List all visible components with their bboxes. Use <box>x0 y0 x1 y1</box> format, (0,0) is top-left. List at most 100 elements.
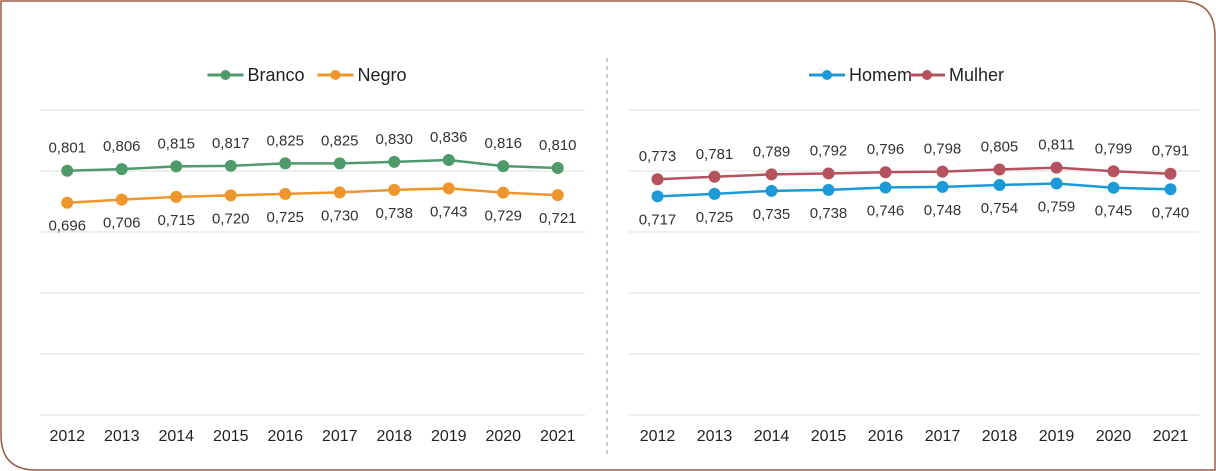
data-point <box>1107 165 1120 178</box>
x-tick-label: 2013 <box>697 428 733 445</box>
data-label: 0,725 <box>266 209 304 226</box>
data-label: 0,825 <box>321 132 359 149</box>
x-tick-label: 2016 <box>868 428 904 445</box>
data-label: 0,730 <box>321 207 359 224</box>
data-point <box>61 196 74 209</box>
data-point <box>651 173 664 186</box>
data-label: 0,738 <box>375 205 413 222</box>
x-tick-label: 2019 <box>1039 428 1075 445</box>
x-tick-label: 2019 <box>431 428 467 445</box>
data-label: 0,759 <box>1038 198 1076 215</box>
data-point <box>279 157 292 170</box>
legend-marker <box>822 70 832 80</box>
data-point <box>61 164 74 177</box>
data-label: 0,799 <box>1095 140 1133 157</box>
data-label: 0,801 <box>48 140 86 157</box>
legend-marker <box>220 70 231 80</box>
data-label: 0,830 <box>375 131 413 148</box>
data-label: 0,735 <box>753 206 791 223</box>
series-line <box>67 158 558 172</box>
x-tick-label: 2012 <box>49 428 85 445</box>
data-label: 0,743 <box>430 203 468 220</box>
data-point <box>279 187 292 200</box>
data-label: 0,738 <box>810 205 848 222</box>
x-tick-label: 2015 <box>811 428 847 445</box>
data-label: 0,796 <box>867 141 905 158</box>
data-label: 0,792 <box>810 142 848 159</box>
data-label: 0,717 <box>639 211 677 228</box>
data-point <box>993 179 1006 192</box>
x-tick-label: 2021 <box>540 428 576 445</box>
data-point <box>993 163 1006 176</box>
x-tick-label: 2018 <box>376 428 412 445</box>
data-label: 0,696 <box>48 218 86 235</box>
data-point <box>936 165 949 178</box>
legend-marker <box>922 70 932 80</box>
data-label: 0,748 <box>924 202 962 219</box>
data-point <box>170 160 183 173</box>
x-tick-label: 2014 <box>158 428 194 445</box>
data-point <box>1164 167 1177 180</box>
data-label: 0,706 <box>103 215 141 232</box>
data-label: 0,816 <box>484 135 522 152</box>
x-tick-label: 2017 <box>322 428 358 445</box>
data-point <box>115 163 128 176</box>
data-point <box>936 180 949 193</box>
data-label: 0,729 <box>484 208 522 225</box>
data-point <box>879 166 892 179</box>
data-point <box>765 184 778 197</box>
x-tick-label: 2012 <box>640 428 676 445</box>
data-label: 0,720 <box>212 210 250 227</box>
data-label: 0,811 <box>1038 137 1074 154</box>
data-point <box>1164 183 1177 196</box>
x-tick-label: 2015 <box>213 428 249 445</box>
data-point <box>708 187 721 200</box>
data-label: 0,781 <box>696 146 734 163</box>
data-label: 0,789 <box>753 143 791 160</box>
data-label: 0,810 <box>539 137 577 154</box>
data-label: 0,817 <box>212 135 250 152</box>
legend-label: Homem <box>849 65 912 85</box>
x-tick-label: 2017 <box>925 428 961 445</box>
data-label: 0,745 <box>1095 203 1133 220</box>
data-point <box>1107 181 1120 194</box>
data-point <box>170 190 183 203</box>
data-label: 0,725 <box>696 209 734 226</box>
data-point <box>551 189 564 202</box>
data-label: 0,825 <box>266 132 304 149</box>
data-label: 0,754 <box>981 200 1019 217</box>
data-point <box>224 189 237 202</box>
data-point <box>497 160 510 173</box>
data-label: 0,715 <box>157 212 195 229</box>
legend-label: Branco <box>248 65 305 85</box>
data-label: 0,805 <box>981 138 1019 155</box>
data-point <box>651 190 664 203</box>
legend-label: Negro <box>358 65 407 85</box>
data-label: 0,798 <box>924 141 962 158</box>
data-point <box>1050 161 1063 174</box>
x-tick-label: 2020 <box>1096 428 1132 445</box>
data-point <box>708 170 721 183</box>
x-tick-label: 2021 <box>1153 428 1189 445</box>
series-line <box>657 182 1171 198</box>
data-point <box>1050 177 1063 190</box>
data-point <box>822 183 835 196</box>
data-label: 0,815 <box>157 135 195 152</box>
legend-marker <box>330 70 341 80</box>
data-point <box>822 167 835 180</box>
x-tick-label: 2020 <box>485 428 521 445</box>
data-point <box>497 186 510 199</box>
data-label: 0,806 <box>103 138 141 155</box>
data-label: 0,746 <box>867 202 905 219</box>
data-point <box>551 161 564 174</box>
data-point <box>442 154 455 167</box>
data-label: 0,791 <box>1152 143 1190 160</box>
x-tick-label: 2018 <box>982 428 1018 445</box>
x-tick-label: 2014 <box>754 428 790 445</box>
data-point <box>333 186 346 199</box>
data-point <box>115 193 128 206</box>
data-point <box>388 155 401 168</box>
